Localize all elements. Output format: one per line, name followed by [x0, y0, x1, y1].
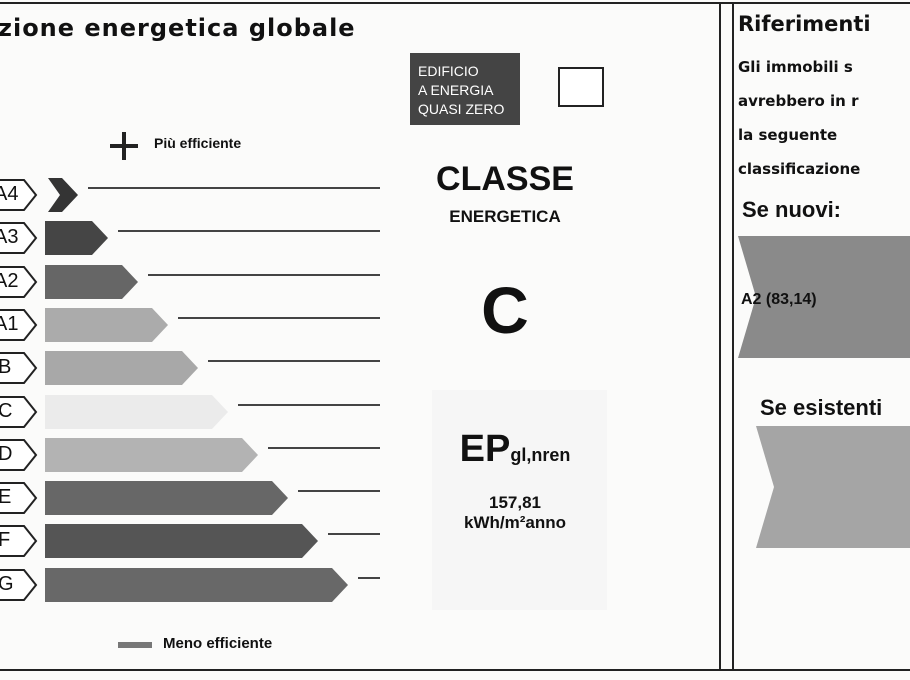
class-label: A4: [0, 183, 19, 205]
divider-right: [732, 2, 734, 670]
new-class-value: A2 (83,14): [741, 291, 817, 308]
nzeb-checkbox-box: [558, 67, 604, 107]
less-efficient-swatch: [118, 642, 152, 648]
class-label: G: [0, 572, 14, 595]
class-hexagon: [0, 265, 38, 298]
class-label: F: [0, 529, 11, 552]
text-line: Gli immobili s: [738, 58, 853, 76]
class-arrow: [45, 394, 228, 429]
ep-unit: kWh/m²anno: [464, 513, 566, 532]
class-label: C: [0, 399, 13, 422]
class-hexagon: [0, 438, 38, 471]
class-indicator-line: [358, 576, 380, 579]
nzeb-line3: QUASI ZERO: [418, 101, 505, 117]
classe-label: CLASSE: [436, 160, 574, 198]
class-hexagon: [0, 308, 38, 341]
class-label: D: [0, 442, 13, 465]
class-indicator-line: [208, 360, 380, 363]
class-label: E: [0, 486, 12, 509]
nzeb-line1: EDIFICIO: [418, 63, 479, 79]
class-hexagon: [0, 179, 38, 211]
ep-label: EPgl,nren: [410, 428, 620, 471]
references-title: Riferimenti: [738, 12, 871, 36]
class-label: A2: [0, 269, 19, 292]
class-indicator-line: [298, 490, 380, 493]
bottom-border: [0, 669, 910, 671]
ep-box: [432, 390, 607, 610]
class-hexagon: [0, 568, 38, 601]
class-indicator-line: [328, 533, 380, 536]
class-indicator-line: [238, 403, 380, 406]
class-arrow: [45, 307, 168, 342]
text-line: la seguente: [738, 126, 838, 144]
class-arrow: [45, 221, 108, 256]
class-hexagon: [0, 352, 38, 385]
new-class-arrow: [738, 236, 910, 358]
existing-label: Se esistenti: [760, 395, 883, 420]
class-hexagon: [0, 395, 38, 428]
class-arrow: [45, 264, 138, 299]
new-label: Se nuovi:: [742, 197, 842, 222]
class-hexagon: [0, 222, 38, 255]
top-border: [0, 2, 910, 4]
more-efficient-label: Più efficiente: [154, 135, 242, 151]
class-indicator-line: [88, 187, 380, 189]
energy-class-value: C: [481, 273, 529, 347]
text-line: classificazione: [738, 160, 861, 178]
class-label: B: [0, 356, 12, 379]
panel-title: zione energetica globale: [0, 14, 356, 42]
references-text: Gli immobili s avrebbero in r la seguent…: [738, 50, 860, 186]
class-indicator-line: [268, 446, 380, 449]
class-label: A3: [0, 226, 19, 249]
class-arrow: [45, 437, 258, 472]
class-arrow: [45, 481, 288, 516]
class-label: A1: [0, 312, 19, 335]
class-arrow: [45, 567, 348, 602]
plus-icon: [110, 132, 138, 160]
ep-subscript: gl,nren: [510, 445, 571, 465]
class-indicator-line: [178, 316, 380, 319]
class-hexagon: [0, 525, 38, 558]
class-indicator-line: [148, 273, 380, 276]
energetica-label: ENERGETICA: [449, 207, 561, 226]
class-arrow: [45, 524, 318, 559]
class-indicator-line: [118, 230, 380, 233]
text-line: avrebbero in r: [738, 92, 859, 110]
class-arrow: [48, 178, 78, 212]
class-hexagon: [0, 482, 38, 515]
less-efficient-label: Meno efficiente: [163, 635, 273, 652]
nzeb-line2: A ENERGIA: [418, 82, 494, 98]
existing-class-arrow: [756, 426, 910, 548]
ep-value: 157,81: [489, 493, 541, 512]
class-arrow: [45, 351, 198, 386]
ep-main: EP: [459, 428, 511, 470]
divider-left: [719, 2, 721, 670]
nzeb-box: EDIFICIO A ENERGIA QUASI ZERO: [410, 53, 520, 125]
